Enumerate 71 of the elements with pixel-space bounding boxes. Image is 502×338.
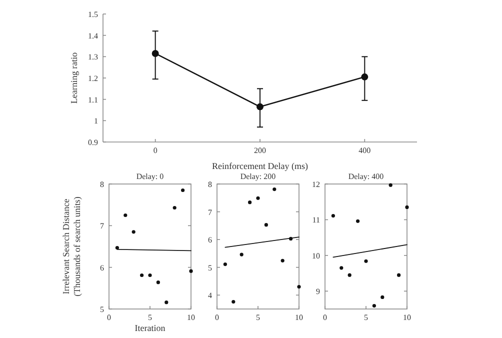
x-axis-title: Reinforcement Delay (ms) bbox=[212, 161, 308, 171]
point bbox=[356, 219, 360, 223]
y-tick-label: 4 bbox=[208, 291, 212, 300]
point bbox=[280, 258, 284, 262]
y-tick-label: 11 bbox=[312, 216, 320, 225]
point bbox=[232, 300, 236, 304]
y-tick-label: 1 bbox=[94, 116, 98, 126]
point bbox=[272, 187, 276, 192]
point bbox=[388, 183, 392, 187]
x-tick-label: 5 bbox=[364, 313, 368, 322]
point bbox=[181, 188, 185, 192]
y-tick-label: 6 bbox=[100, 263, 104, 272]
y-tick-label: 6 bbox=[208, 236, 212, 245]
x-tick-label: 0 bbox=[323, 313, 327, 322]
point bbox=[248, 200, 252, 204]
point bbox=[256, 196, 260, 200]
y-tick-label: 5 bbox=[100, 305, 104, 314]
x-axis-title: Iteration bbox=[134, 323, 166, 333]
point bbox=[140, 273, 144, 278]
point bbox=[380, 295, 384, 300]
point bbox=[189, 269, 193, 273]
point bbox=[361, 73, 368, 80]
point bbox=[156, 280, 160, 284]
y-tick-label: 9 bbox=[316, 287, 320, 296]
point bbox=[256, 103, 264, 110]
y-tick-label: 5 bbox=[208, 263, 212, 272]
point bbox=[372, 304, 376, 308]
y-tick-label: 8 bbox=[208, 180, 212, 189]
point bbox=[364, 259, 368, 263]
y-tick-label: 1.3 bbox=[88, 52, 98, 62]
point bbox=[148, 273, 152, 278]
y-axis-title: Learning ratio bbox=[69, 52, 79, 104]
point bbox=[297, 284, 301, 289]
chart-title: Delay: 400 bbox=[348, 172, 384, 181]
point bbox=[340, 266, 344, 270]
x-tick-label: 200 bbox=[254, 146, 266, 155]
x-tick-label: 400 bbox=[358, 146, 371, 155]
y-tick-label: 7 bbox=[208, 208, 212, 217]
y-tick-label: 1.2 bbox=[88, 74, 98, 83]
point bbox=[405, 205, 409, 210]
x-tick-label: 10 bbox=[403, 313, 411, 322]
point bbox=[348, 273, 352, 277]
point bbox=[223, 262, 227, 266]
y-tick-label: 1.1 bbox=[88, 95, 98, 104]
x-tick-label: 0 bbox=[215, 313, 219, 322]
point bbox=[164, 300, 168, 304]
point bbox=[172, 206, 176, 210]
y-tick-label: 10 bbox=[312, 251, 320, 260]
chart-title: Delay: 200 bbox=[240, 172, 276, 181]
point bbox=[240, 252, 244, 256]
y-tick-label: 1.5 bbox=[88, 10, 98, 19]
x-tick-label: 0 bbox=[153, 146, 158, 155]
y-tick-label: 12 bbox=[312, 180, 320, 189]
x-tick-label: 10 bbox=[187, 313, 195, 322]
point bbox=[331, 214, 335, 218]
y-axis-title: Irrelevant Search Distance (Thousands of search units) bbox=[61, 196, 82, 296]
y-tick-label: 7 bbox=[100, 222, 104, 231]
y-tick-label: 8 bbox=[100, 180, 104, 189]
point bbox=[152, 50, 159, 57]
point bbox=[397, 273, 401, 277]
y-tick-label: 0.9 bbox=[88, 138, 98, 147]
chart-title: Delay: 0 bbox=[136, 172, 164, 181]
point bbox=[115, 246, 119, 250]
x-tick-label: 5 bbox=[256, 313, 260, 322]
point bbox=[264, 223, 268, 227]
x-tick-label: 10 bbox=[295, 313, 303, 322]
point bbox=[132, 230, 136, 234]
point bbox=[124, 213, 128, 218]
y-tick-label: 1.4 bbox=[88, 31, 98, 40]
x-tick-label: 5 bbox=[148, 313, 152, 322]
x-tick-label: 0 bbox=[107, 313, 111, 322]
